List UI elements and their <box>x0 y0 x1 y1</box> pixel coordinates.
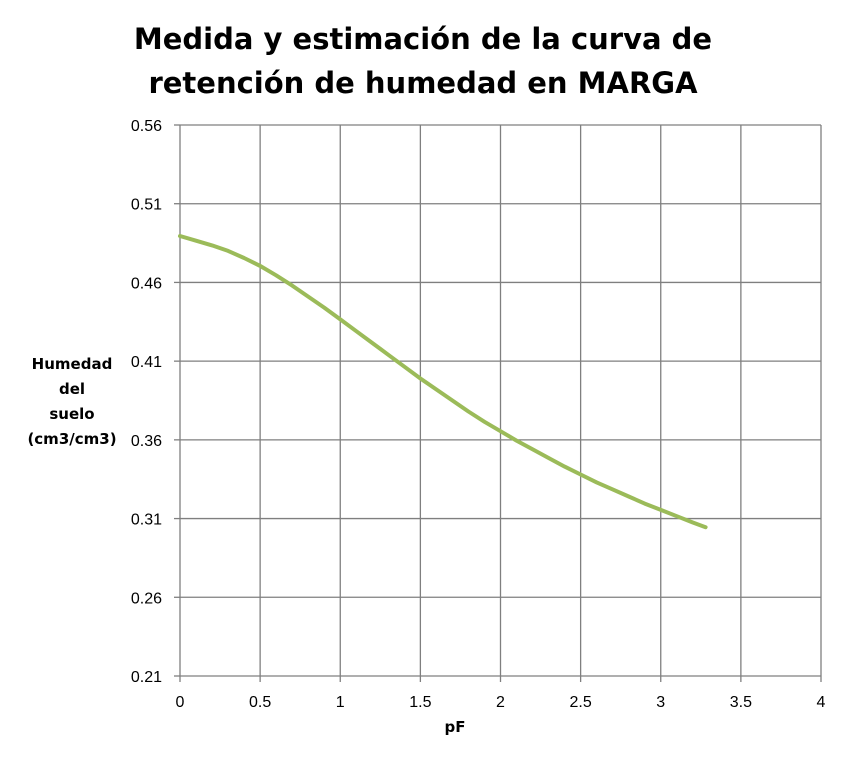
y-axis-label-line-1: Humedad <box>31 355 113 373</box>
x-tick-label: 2 <box>496 694 505 711</box>
chart-title-line-1: Medida y estimación de la curva de <box>133 22 713 56</box>
x-tick-label: 1 <box>336 694 345 711</box>
x-tick-label: 3.5 <box>730 694 752 711</box>
chart-title-line-2: retención de humedad en MARGA <box>148 66 698 100</box>
y-tick-label: 0.36 <box>131 433 162 450</box>
x-tick-label: 4 <box>817 694 826 711</box>
y-tick-label: 0.26 <box>131 590 162 607</box>
y-tick-label: 0.21 <box>131 669 162 686</box>
x-tick-label: 2.5 <box>570 694 592 711</box>
x-axis-label: pF <box>444 718 466 736</box>
y-tick-label: 0.31 <box>131 512 162 529</box>
y-axis-label-line-3: suelo <box>49 405 95 423</box>
series-line-0 <box>178 234 708 530</box>
x-tick-label: 1.5 <box>409 694 431 711</box>
y-tick-label: 0.51 <box>131 197 162 214</box>
y-tick-label: 0.56 <box>131 118 162 135</box>
x-tick-label: 0 <box>176 694 185 711</box>
x-tick-label: 3 <box>656 694 665 711</box>
y-tick-label: 0.46 <box>131 275 162 292</box>
y-axis-label-line-2: del <box>58 380 86 398</box>
x-tick-label: 0.5 <box>249 694 271 711</box>
y-axis-label-line-4: (cm3/cm3) <box>27 430 117 448</box>
y-tick-label: 0.41 <box>131 354 162 371</box>
